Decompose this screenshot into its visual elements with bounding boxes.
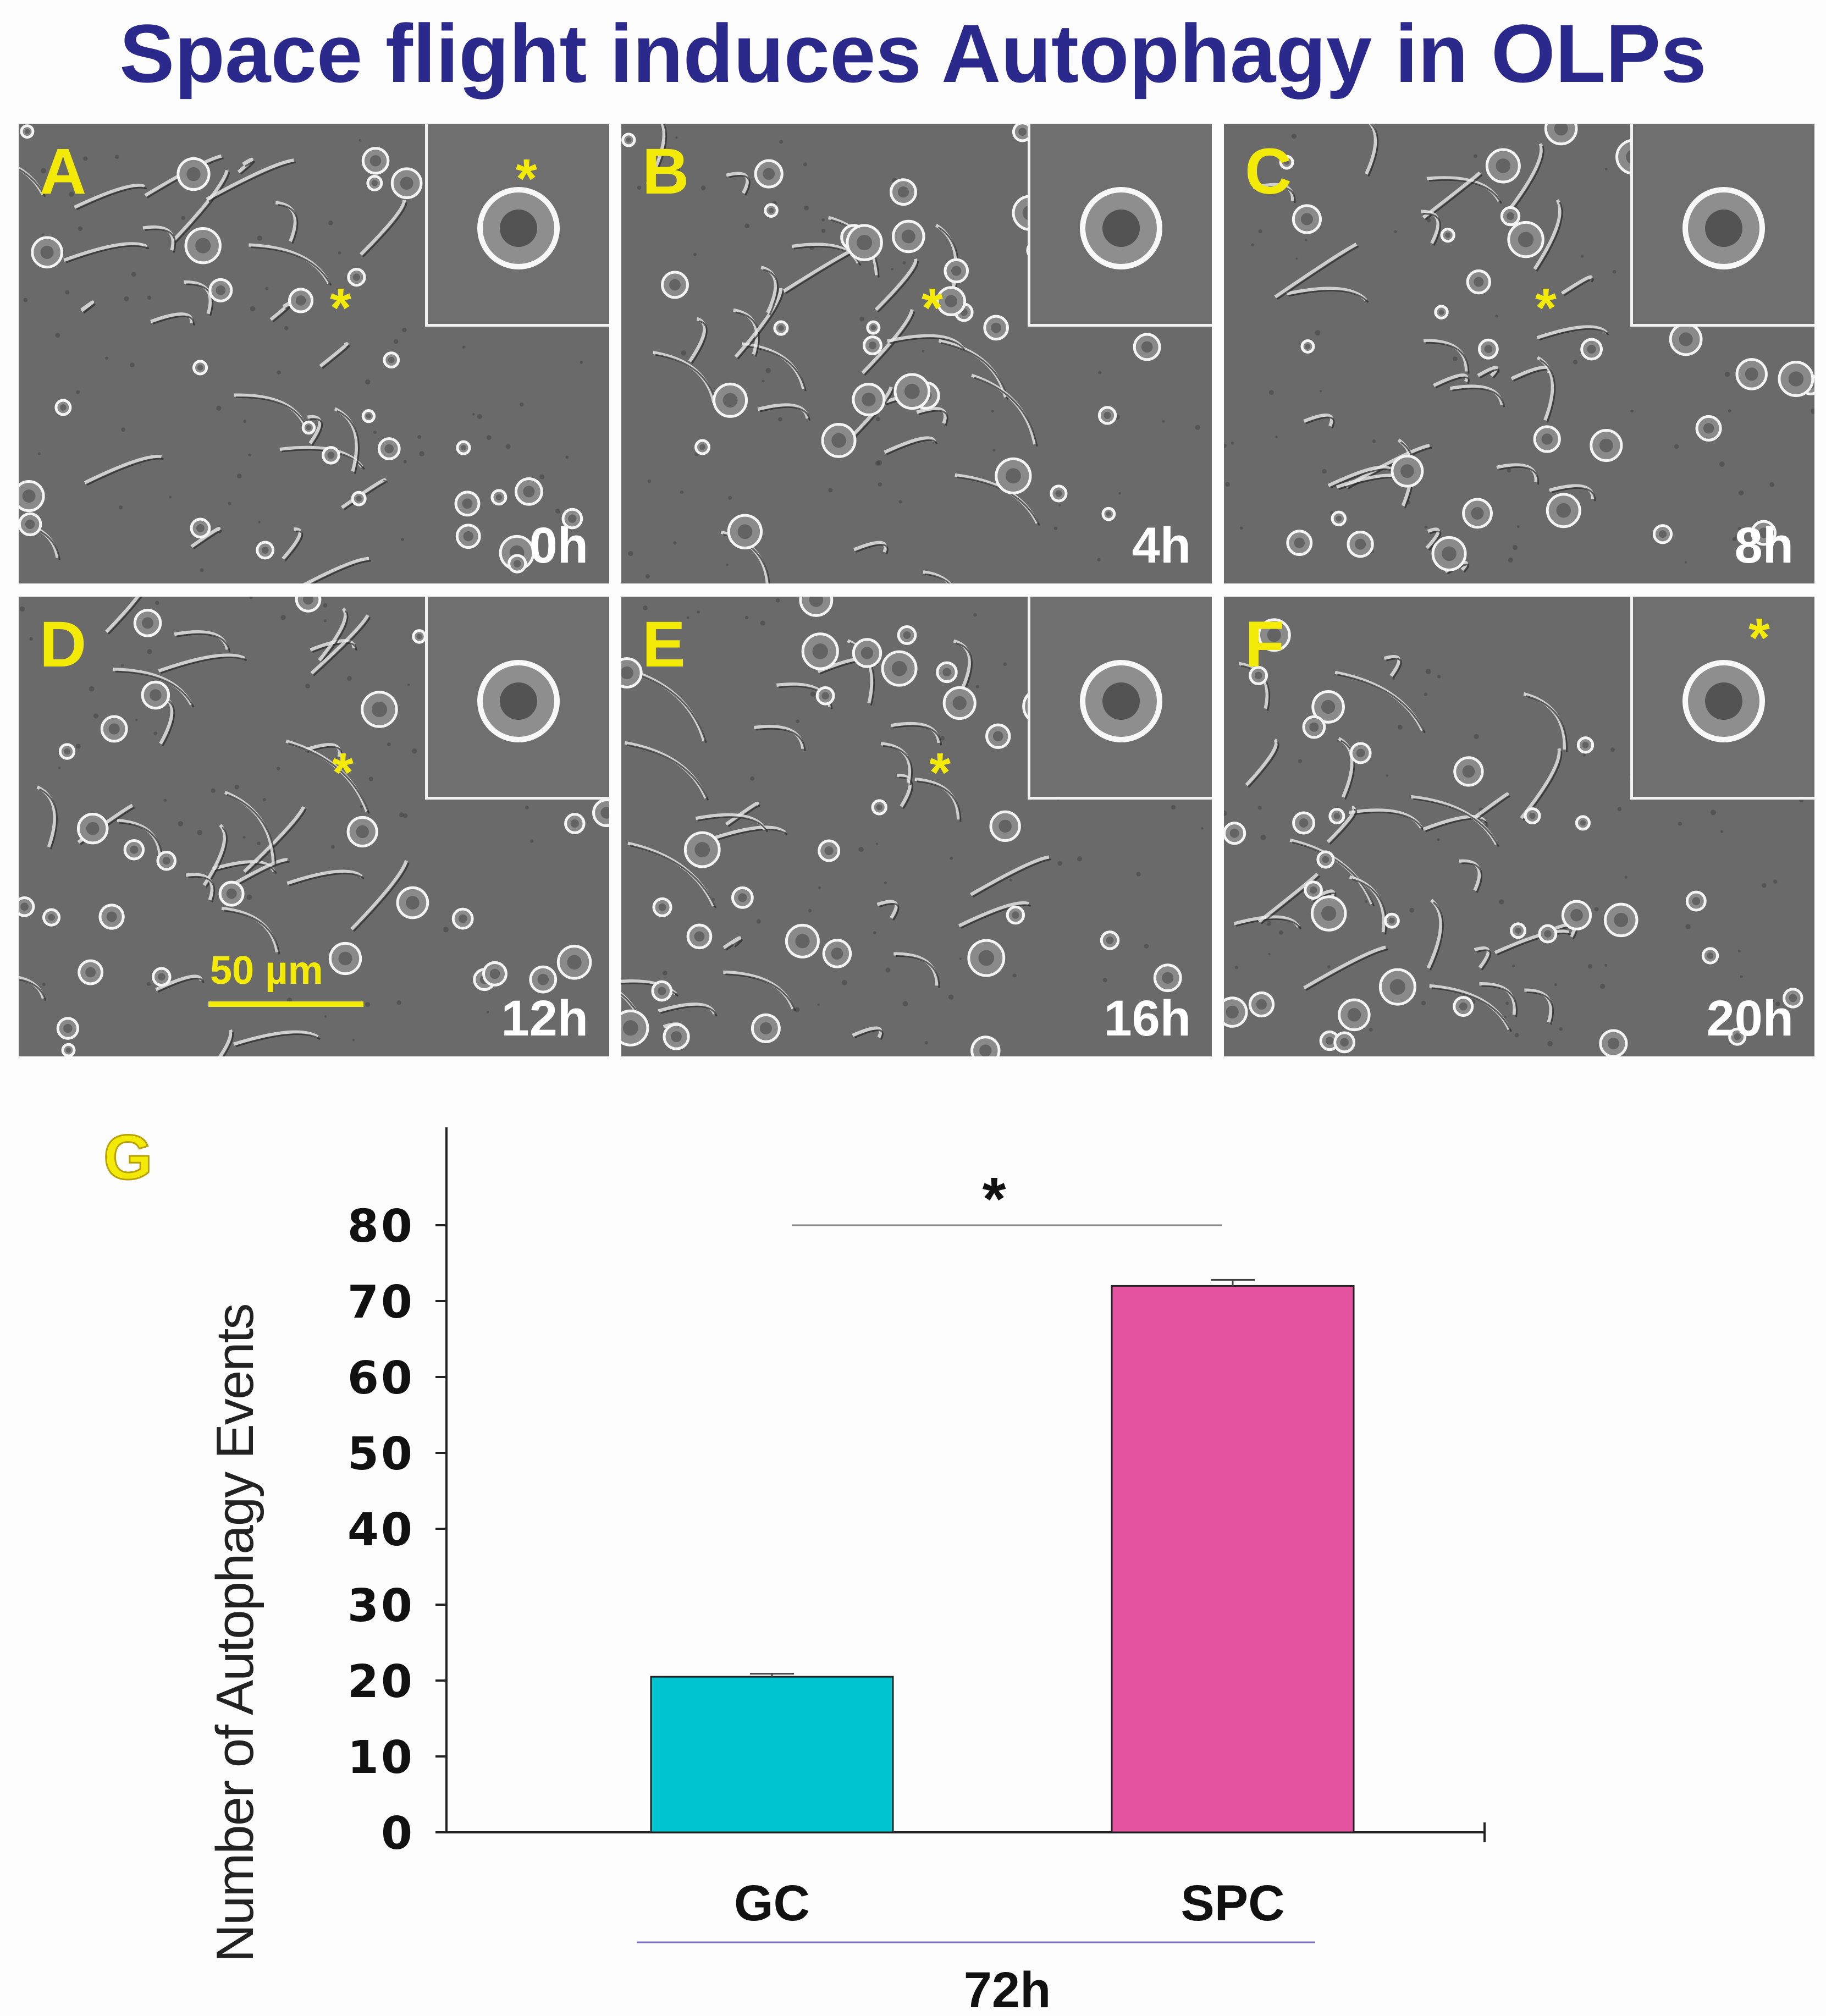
y-tick-label: 60	[347, 1352, 415, 1404]
inset-cell-image	[1682, 187, 1765, 269]
y-tick-label: 20	[347, 1656, 415, 1708]
inset-asterisk: *	[1748, 607, 1770, 669]
inset-zoom	[1028, 124, 1212, 327]
target-cell-asterisk: *	[922, 277, 943, 339]
micrograph-panel-f: * F 20h	[1224, 597, 1814, 1056]
time-label: 4h	[1132, 517, 1191, 574]
time-label: 20h	[1706, 990, 1794, 1046]
time-label: 12h	[501, 990, 588, 1046]
y-tick-label: 80	[347, 1200, 415, 1253]
micrograph-panel-b: B * 4h	[621, 124, 1212, 583]
cell-culture-image	[19, 597, 609, 1056]
panel-label: A	[40, 135, 87, 208]
micrograph-panel-d: D * 50 µm 12h	[19, 597, 609, 1056]
scale-bar-label: 50 µm	[210, 949, 323, 993]
y-tick-label: 0	[381, 1808, 415, 1860]
panel-label: D	[40, 608, 87, 681]
scale-bar	[208, 1001, 363, 1007]
bar-gc	[650, 1676, 894, 1833]
inset-zoom	[1630, 124, 1814, 327]
micrograph-panel-e: E * 16h	[621, 597, 1212, 1056]
time-label: 0h	[529, 517, 588, 574]
y-tick-label: 40	[347, 1504, 415, 1556]
cell-culture-image	[1224, 613, 1814, 1056]
y-tick-label: 10	[347, 1732, 415, 1784]
panel-label: C	[1245, 135, 1292, 208]
panel-label: E	[642, 608, 686, 681]
x-tick-label: SPC	[1180, 1875, 1284, 1931]
significance-asterisk: *	[983, 1165, 1006, 1233]
inset-zoom: *	[1630, 597, 1814, 800]
panel-label: B	[642, 135, 689, 208]
figure-title: Space flight induces Autophagy in OLPs	[119, 7, 1707, 100]
x-axis-label: 72h	[964, 1962, 1051, 2013]
inset-zoom: *	[425, 124, 609, 327]
chart-panel-label: G	[102, 1122, 153, 1194]
y-tick-label: 70	[347, 1276, 415, 1329]
x-tick-label: GC	[734, 1875, 810, 1931]
time-label: 8h	[1734, 517, 1794, 574]
bar-spc	[1111, 1285, 1355, 1833]
inset-zoom	[425, 597, 609, 800]
target-cell-asterisk: *	[330, 277, 351, 339]
target-cell-asterisk: *	[1535, 277, 1557, 339]
inset-zoom	[1028, 597, 1212, 800]
target-cell-asterisk: *	[929, 742, 951, 803]
micrograph-panel-a: * A * 0h	[19, 124, 609, 583]
inset-cell-image	[1080, 187, 1162, 269]
bar-chart: 0 10 20 30 40 50 60 70 80 GC SPC * 72h	[347, 1127, 1486, 2013]
target-cell-asterisk: *	[332, 742, 354, 803]
inset-asterisk: *	[516, 148, 537, 210]
micrograph-panel-c: C * 8h	[1224, 124, 1814, 583]
y-tick-label: 50	[347, 1428, 415, 1480]
inset-cell-image	[1080, 660, 1162, 742]
inset-cell-image	[477, 187, 560, 269]
inset-cell-image	[477, 660, 560, 742]
y-tick-label: 30	[347, 1580, 415, 1632]
panel-label: F	[1245, 608, 1285, 681]
time-label: 16h	[1104, 990, 1191, 1046]
inset-cell-image	[1682, 660, 1765, 742]
